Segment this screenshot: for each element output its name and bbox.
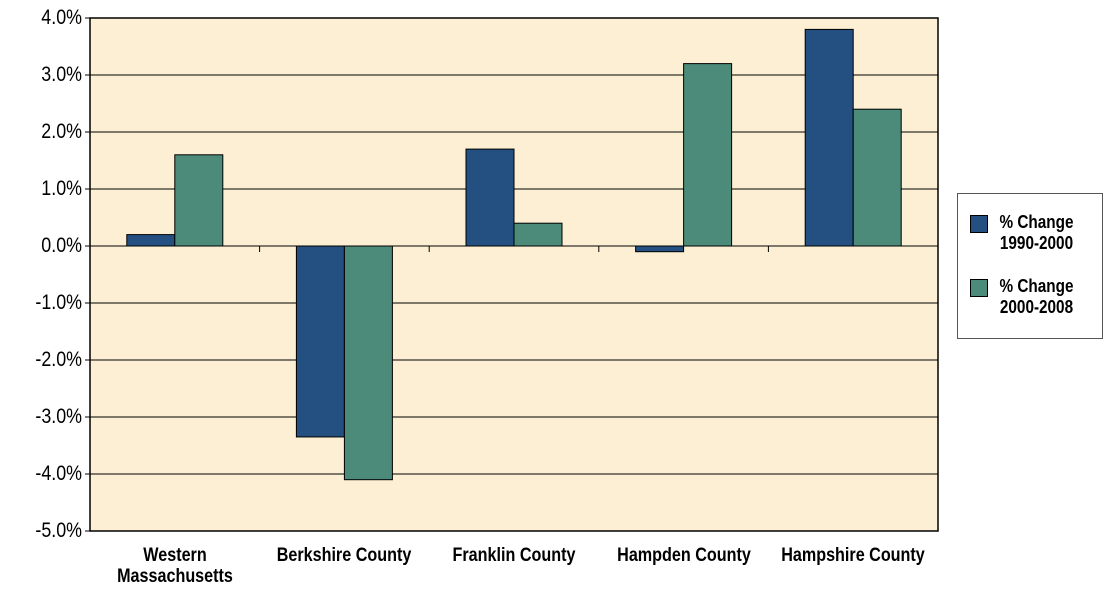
bar (683, 63, 733, 247)
bar (852, 108, 902, 247)
x-tick-label: Hampshire County (781, 545, 925, 566)
x-tick-label: Franklin County (452, 545, 576, 566)
legend-swatch (970, 215, 988, 233)
y-tick-label: 1.0% (41, 177, 82, 200)
y-tick-label: -4.0% (35, 462, 82, 485)
plot-border (89, 17, 939, 532)
legend-label: % Change 2000-2008 (999, 276, 1074, 317)
y-tick-label: 4.0% (41, 6, 82, 29)
legend-swatch (970, 279, 988, 297)
legend-entry: % Change 2000-2008 (970, 276, 1094, 318)
bar (174, 154, 224, 247)
y-tick-label: -3.0% (35, 405, 82, 428)
bar (635, 245, 685, 253)
legend-label: % Change 1990-2000 (999, 212, 1074, 253)
y-tick-label: 2.0% (41, 120, 82, 143)
bar (804, 28, 854, 247)
plot-background (90, 18, 938, 531)
bar (343, 245, 393, 481)
y-tick-label: -5.0% (35, 519, 82, 542)
y-tick-label: 3.0% (41, 63, 82, 86)
bar (126, 234, 176, 247)
y-tick-label: 0.0% (41, 234, 82, 257)
x-tick-label: Western Massachusetts (116, 545, 233, 587)
y-tick-label: -1.0% (35, 291, 82, 314)
y-tick-label: -2.0% (35, 348, 82, 371)
bar (295, 245, 345, 438)
legend: % Change 1990-2000 % Change 2000-2008 (957, 193, 1103, 339)
x-tick-label: Berkshire County (277, 545, 412, 566)
bar (465, 148, 515, 247)
x-tick-label: Hampden County (616, 545, 751, 566)
legend-entry: % Change 1990-2000 (970, 212, 1094, 254)
bar (513, 222, 563, 247)
